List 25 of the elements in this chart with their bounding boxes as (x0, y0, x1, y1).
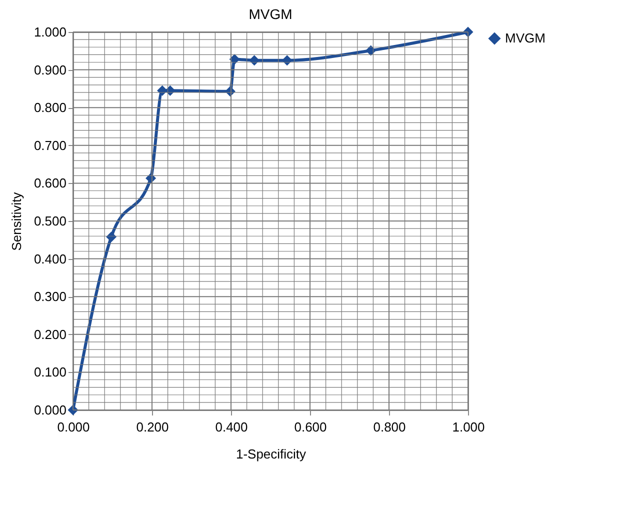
x-tick-label: 0.600 (294, 420, 327, 434)
x-tick-label: 0.200 (136, 420, 169, 434)
x-tick-label: 0.000 (57, 420, 90, 434)
y-tick-label: 0.100 (34, 364, 66, 380)
y-tick-label: 0.600 (34, 176, 66, 191)
y-tick-label: 0.800 (34, 100, 66, 116)
point (282, 55, 292, 66)
y-tick-label: 0.400 (34, 251, 66, 266)
y-tick-label: 0.200 (34, 326, 66, 342)
y-tick-label: 0.000 (34, 402, 66, 418)
x-tick-label: 1.000 (452, 420, 485, 434)
x-tick-label: 0.800 (373, 420, 406, 434)
y-tick-label: 0.900 (34, 62, 66, 78)
x-tick-label: 0.400 (215, 420, 248, 434)
chart-title: MVGM (248, 6, 292, 22)
y-axis-title: Sensitivity (8, 192, 24, 251)
y-tick-label: 0.300 (34, 289, 66, 304)
point (229, 54, 240, 64)
x-axis-title: 1-Specificity (236, 446, 307, 462)
y-tick-label: 0.500 (34, 214, 66, 228)
point (249, 55, 260, 66)
y-tick-label: 1.000 (34, 24, 66, 40)
y-tick-label: 0.700 (34, 138, 66, 153)
legend-label: MVGM (505, 30, 546, 46)
point (106, 232, 117, 242)
